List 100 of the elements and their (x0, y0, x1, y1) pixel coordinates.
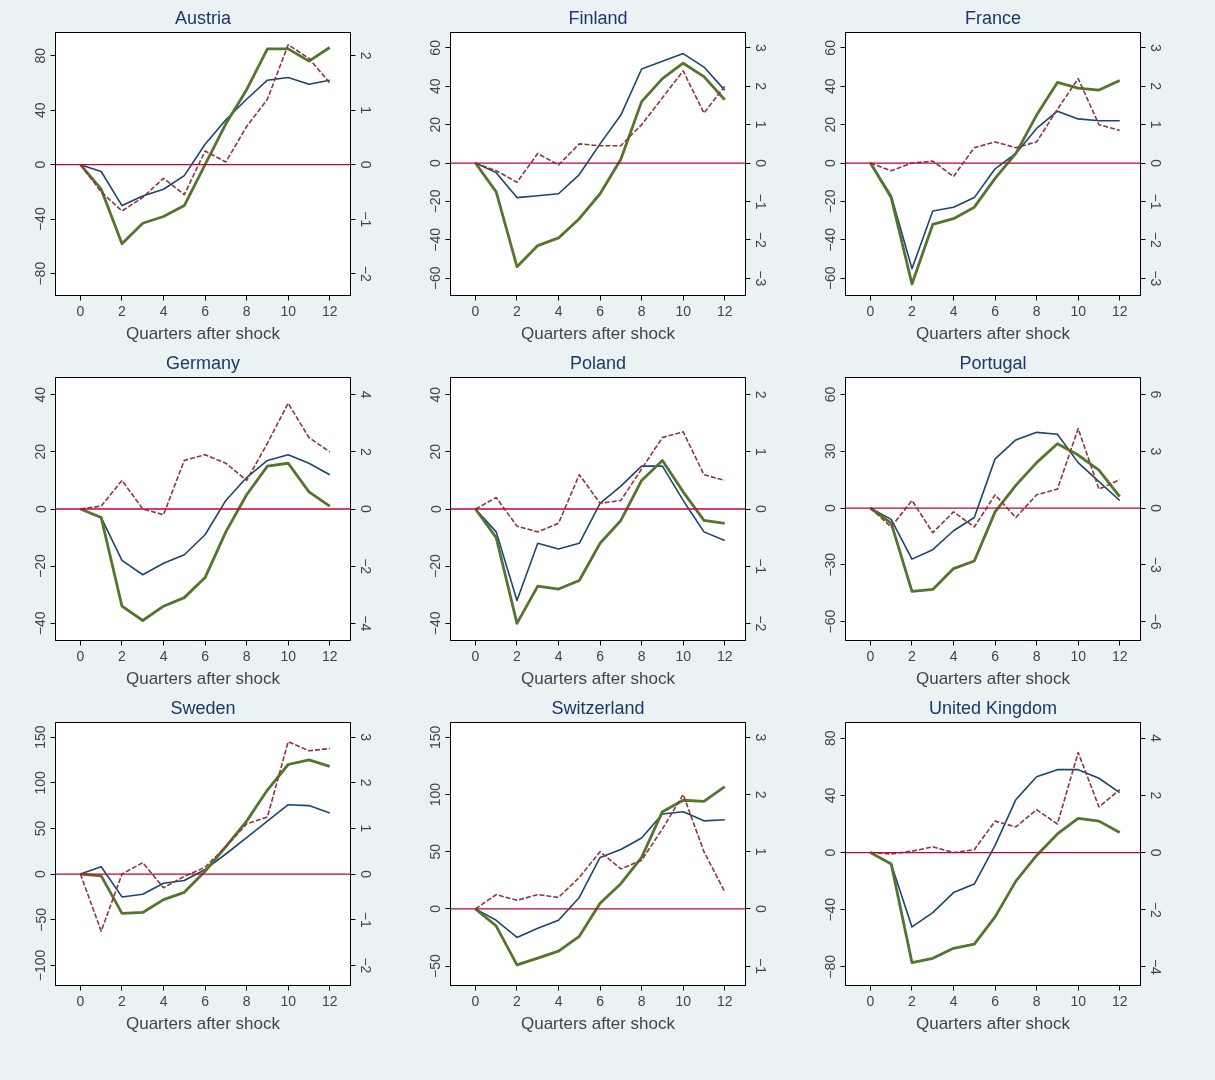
x-tick-label: 8 (1032, 992, 1041, 1009)
y-tick-label: −20 (32, 554, 49, 579)
chart-title: Switzerland (551, 697, 645, 718)
x-tick-label: 12 (1111, 992, 1128, 1009)
y2-tick-label: 0 (752, 505, 769, 514)
y2-tick-label: 0 (357, 505, 374, 514)
y2-tick-label: 0 (752, 904, 769, 913)
y-tick-label: 40 (822, 787, 839, 804)
y-tick-label: 0 (427, 158, 444, 167)
x-tick-label: 12 (1111, 302, 1128, 319)
y-tick-label: 50 (32, 820, 49, 837)
y-tick-label: 150 (427, 725, 444, 750)
x-tick-label: 0 (76, 992, 85, 1009)
x-axis-title: Quarters after shock (126, 1013, 281, 1033)
y-tick-label: −40 (32, 207, 49, 232)
y2-tick-label: 2 (1147, 82, 1164, 91)
y-tick-label: 0 (32, 869, 49, 878)
y2-tick-label: 1 (752, 847, 769, 856)
x-tick-label: 4 (949, 992, 958, 1009)
x-tick-label: 4 (949, 647, 958, 664)
x-tick-label: 2 (118, 647, 127, 664)
x-tick-label: 6 (201, 992, 210, 1009)
y2-tick-label: 2 (357, 51, 374, 60)
y2-tick-label: −2 (357, 957, 374, 974)
y-tick-label: 40 (427, 78, 444, 95)
y2-tick-label: 2 (752, 82, 769, 91)
y2-tick-label: −3 (1147, 270, 1164, 287)
y2-tick-label: 0 (357, 870, 374, 879)
y2-tick-label: 3 (752, 733, 769, 742)
y-tick-label: 30 (822, 443, 839, 460)
y-tick-label: −40 (427, 227, 444, 252)
y-tick-label: 100 (32, 770, 49, 795)
x-tick-label: 12 (716, 302, 733, 319)
y-tick-label: 20 (32, 443, 49, 460)
x-tick-label: 0 (471, 992, 480, 1009)
y-tick-label: −80 (32, 261, 49, 286)
x-tick-label: 8 (242, 302, 251, 319)
chart-title: Sweden (170, 697, 236, 718)
y-tick-label: 150 (32, 725, 49, 749)
y2-tick-label: 3 (1147, 43, 1164, 52)
x-tick-label: 10 (1070, 992, 1087, 1009)
y2-tick-label: 3 (752, 43, 769, 52)
y2-tick-label: 1 (752, 120, 769, 129)
x-tick-label: 10 (675, 647, 692, 664)
y-tick-label: −40 (822, 227, 839, 252)
x-tick-label: 2 (118, 302, 127, 319)
x-tick-label: 6 (596, 302, 605, 319)
x-tick-label: 4 (554, 302, 563, 319)
chart-title: Austria (174, 7, 232, 28)
x-tick-label: 10 (280, 992, 297, 1009)
y-tick-label: 40 (32, 386, 49, 403)
y2-tick-label: 6 (1147, 390, 1164, 399)
x-axis-title: Quarters after shock (521, 323, 676, 343)
x-tick-label: 10 (280, 302, 297, 319)
x-tick-label: 10 (280, 647, 297, 664)
y-tick-label: −40 (32, 611, 49, 636)
y2-tick-label: −2 (1147, 901, 1164, 918)
x-tick-label: 6 (991, 647, 1000, 664)
y2-tick-label: −3 (752, 270, 769, 287)
y2-tick-label: 0 (1147, 848, 1164, 857)
y-tick-label: 0 (32, 160, 49, 169)
y2-tick-label: 0 (357, 160, 374, 169)
y2-tick-label: 2 (1147, 791, 1164, 800)
x-tick-label: 2 (118, 992, 127, 1009)
x-tick-label: 8 (637, 992, 646, 1009)
x-axis-title: Quarters after shock (521, 1013, 676, 1033)
y2-tick-label: −1 (752, 958, 769, 975)
x-tick-label: 2 (513, 647, 522, 664)
y-tick-label: 0 (822, 503, 839, 512)
x-tick-label: 8 (637, 647, 646, 664)
y-tick-label: −20 (822, 189, 839, 214)
y-tick-label: −30 (822, 552, 839, 577)
x-tick-label: 0 (866, 647, 875, 664)
x-tick-label: 10 (1070, 647, 1087, 664)
y-tick-label: −60 (427, 266, 444, 291)
x-tick-label: 2 (908, 302, 917, 319)
y2-tick-label: −1 (357, 211, 374, 228)
y2-tick-label: 0 (1147, 504, 1164, 513)
chart-title: France (964, 7, 1022, 28)
y2-tick-label: 0 (752, 159, 769, 168)
y-tick-label: 40 (32, 102, 49, 118)
x-tick-label: 2 (513, 992, 522, 1009)
y-tick-label: −60 (822, 266, 839, 291)
y2-tick-label: −4 (1147, 958, 1164, 976)
y2-tick-label: −2 (752, 231, 769, 249)
y-tick-label: −80 (822, 954, 839, 979)
y-tick-label: −20 (427, 554, 444, 579)
x-axis-title: Quarters after shock (521, 668, 676, 688)
x-tick-label: 4 (159, 302, 168, 319)
y2-tick-label: 1 (357, 824, 374, 833)
y2-tick-label: −2 (1147, 231, 1164, 249)
y-tick-label: −50 (32, 907, 49, 932)
x-tick-label: 10 (1070, 302, 1087, 319)
y-tick-label: −60 (822, 609, 839, 634)
x-tick-label: 8 (1032, 302, 1041, 319)
y2-tick-label: 1 (357, 106, 374, 115)
y2-tick-label: −1 (1147, 193, 1164, 210)
x-tick-label: 4 (159, 647, 168, 664)
x-axis-title: Quarters after shock (916, 323, 1071, 343)
x-tick-label: 2 (908, 992, 917, 1009)
